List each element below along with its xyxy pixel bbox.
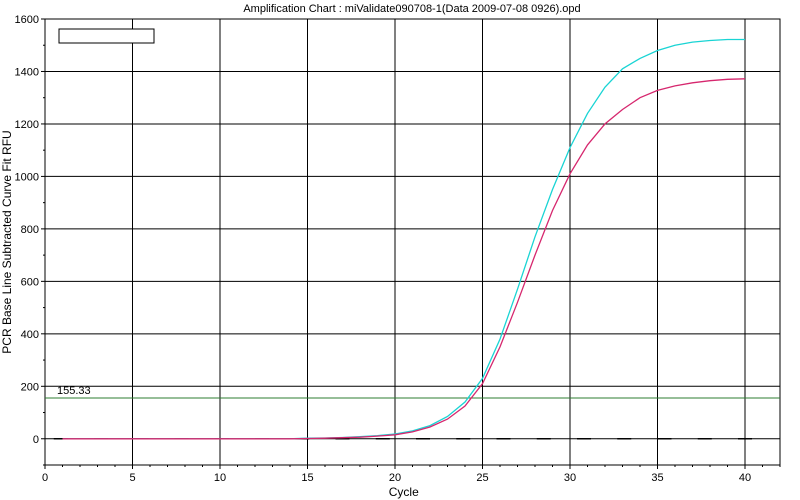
y-tick-label: 400 xyxy=(21,329,39,341)
x-tick-label: 30 xyxy=(564,472,576,484)
y-tick-label: 1400 xyxy=(15,66,39,78)
legend-box xyxy=(58,28,155,44)
x-tick-label: 40 xyxy=(739,472,751,484)
threshold-label: 155.33 xyxy=(57,385,91,397)
y-tick-label: 800 xyxy=(21,224,39,236)
y-tick-label: 1600 xyxy=(15,14,39,26)
x-tick-label: 20 xyxy=(389,472,401,484)
y-axis-label: PCR Base Line Subtracted Curve Fit RFU xyxy=(0,130,14,353)
x-axis-label: Cycle xyxy=(389,485,419,499)
x-tick-label: 15 xyxy=(301,472,313,484)
x-tick-label: 10 xyxy=(214,472,226,484)
y-tick-label: 1000 xyxy=(15,171,39,183)
x-tick-label: 0 xyxy=(42,472,48,484)
y-tick-label: 600 xyxy=(21,276,39,288)
x-tick-label: 35 xyxy=(651,472,663,484)
y-tick-label: 0 xyxy=(33,434,39,446)
plot-border xyxy=(44,18,781,466)
y-tick-label: 200 xyxy=(21,381,39,393)
series-line-2 xyxy=(62,78,746,440)
chart-title: Amplification Chart : miValidate090708-1… xyxy=(243,3,580,15)
x-tick-label: 25 xyxy=(476,472,488,484)
y-tick-label: 1200 xyxy=(15,119,39,131)
x-tick-label: 5 xyxy=(129,472,135,484)
